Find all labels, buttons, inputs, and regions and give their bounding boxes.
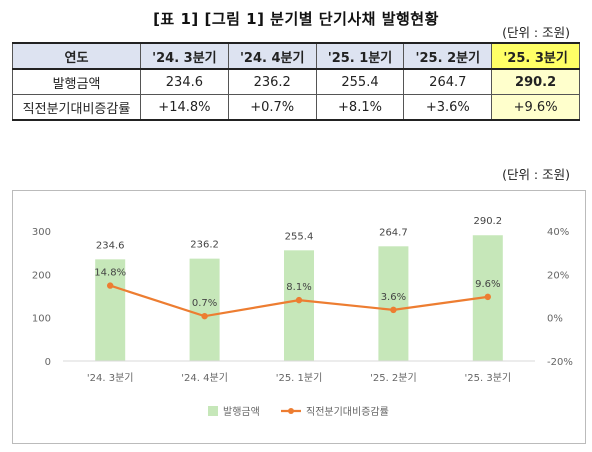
bar-data-label: 255.4 [285,231,314,242]
y-right-tick-label: 20% [547,270,569,281]
table-row-label: 직전분기대비증감률 [12,94,141,121]
table-cell: +3.6% [403,94,493,121]
chart-area: 0 100 200 300 -20% 0% 20% 40% 234.6 236.2 255.4 264… [12,190,586,444]
legend-swatch-marker [288,408,294,414]
table-cell: +8.1% [315,94,405,121]
report-title: [표 1] [그림 1] 분기별 단기사채 발행현황 [153,10,439,28]
table-cell: +14.8% [140,94,229,121]
line-data-label: 8.1% [286,282,311,293]
combo-chart: 0 100 200 300 -20% 0% 20% 40% 234.6 236.2 255.4 264… [32,216,573,418]
bar-data-label: 236.2 [190,240,219,251]
table-row: 발행금액 234.6 236.2 255.4 264.7 290.2 [12,68,580,95]
table-corner-label: 연도 [12,42,141,70]
summary-table: 연도 '24. 3분기 '24. 4분기 '25. 1분기 '25. 2분기 '… [12,42,580,121]
bar-data-label: 264.7 [379,227,408,238]
table-column-header: '24. 4분기 [227,42,317,70]
table-cell: 264.7 [403,68,493,95]
bar [284,250,314,361]
y-left-tick-label: 200 [32,270,51,281]
table-column-header: '25. 1분기 [315,42,405,70]
y-right-tick-label: -20% [547,357,573,368]
legend-label: 직전분기대비증감률 [306,406,389,418]
table-cell: +0.7% [227,94,317,121]
table-column-header-highlighted: '25. 3분기 [491,42,580,70]
y-left-tick-label: 100 [32,314,51,325]
x-tick-label: '24. 4분기 [181,372,228,384]
x-tick-label: '25. 3분기 [465,372,512,384]
table-row-label: 발행금액 [12,68,141,95]
bar [378,246,409,361]
table-cell-highlighted: +9.6% [491,94,580,121]
y-right-tick-label: 0% [547,314,563,325]
bar [189,258,220,361]
table-unit-label: (단위 : 조원) [502,25,570,40]
bar [95,259,126,361]
x-tick-label: '25. 1분기 [276,372,323,384]
table-cell: 236.2 [227,68,317,95]
legend-swatch-bar [208,406,218,416]
y-left-tick-label: 0 [45,357,51,368]
chart-unit-label: (단위 : 조원) [502,167,570,182]
y-left-tick-label: 300 [32,227,51,238]
line-point [295,296,303,304]
table-header-row: 연도 '24. 3분기 '24. 4분기 '25. 1분기 '25. 2분기 '… [12,42,580,70]
table-cell: 234.6 [140,68,229,95]
table-column-header: '24. 3분기 [140,42,229,70]
line-point [107,282,114,289]
line-data-label: 9.6% [475,279,500,290]
bar-data-label: 290.2 [473,216,502,227]
line-data-label: 3.6% [381,292,406,303]
table-column-header: '25. 2분기 [403,42,493,70]
legend-label: 발행금액 [223,406,260,418]
x-tick-label: '25. 2분기 [370,372,417,384]
bar-data-label: 234.6 [96,240,125,251]
line-data-label: 14.8% [94,268,126,279]
line-point [484,293,491,301]
y-right-tick-label: 40% [547,227,569,238]
line-point [390,306,397,314]
line-point [201,312,208,320]
table-cell-highlighted: 290.2 [491,68,580,95]
x-tick-label: '24. 3분기 [87,372,134,384]
table-cell: 255.4 [315,68,405,95]
table-row: 직전분기대비증감률 +14.8% +0.7% +8.1% +3.6% +9.6% [12,94,580,121]
line-data-label: 0.7% [192,298,217,309]
